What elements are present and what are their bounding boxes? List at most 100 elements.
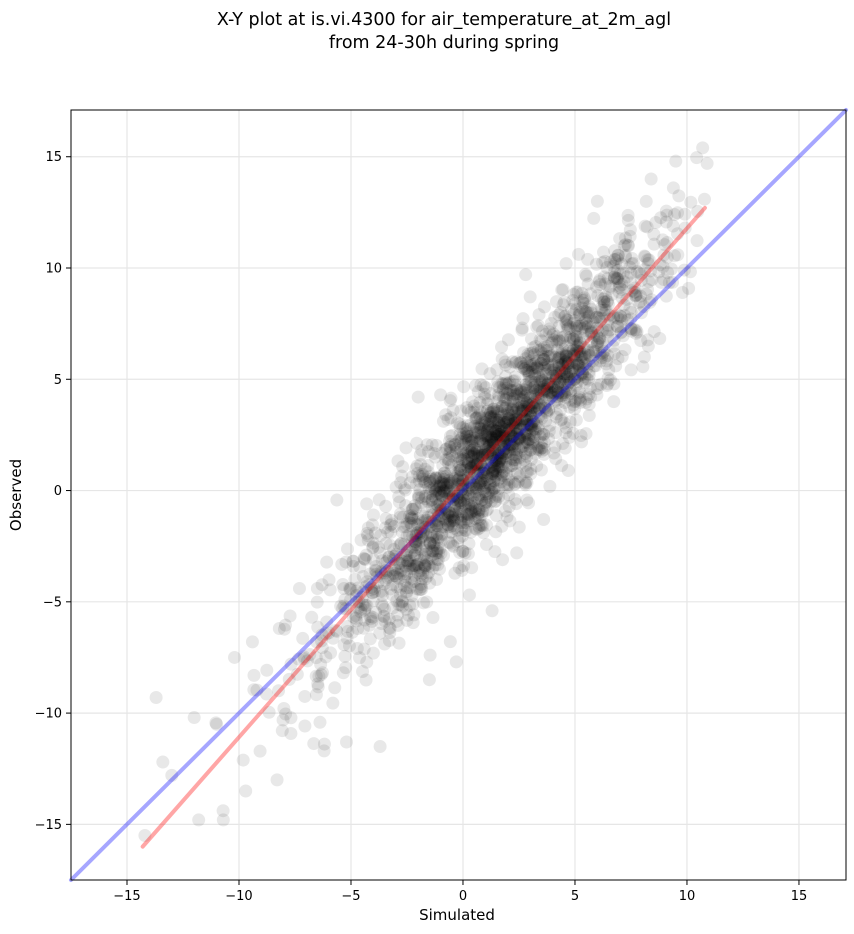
data-point bbox=[457, 559, 471, 573]
data-point bbox=[411, 566, 425, 580]
data-point bbox=[520, 408, 534, 422]
data-point bbox=[441, 490, 455, 504]
data-point bbox=[409, 535, 423, 549]
data-point bbox=[487, 481, 501, 495]
data-point bbox=[425, 526, 439, 540]
data-point bbox=[474, 458, 488, 472]
data-point bbox=[496, 382, 510, 396]
data-point bbox=[519, 268, 533, 282]
data-point bbox=[477, 460, 491, 474]
data-point bbox=[535, 372, 549, 386]
data-point bbox=[500, 422, 514, 436]
data-point bbox=[643, 295, 657, 309]
data-point bbox=[491, 375, 505, 389]
data-point bbox=[563, 320, 577, 334]
data-point bbox=[484, 405, 498, 419]
data-point bbox=[454, 432, 468, 446]
data-point bbox=[570, 339, 584, 353]
data-point bbox=[359, 580, 373, 594]
data-point bbox=[367, 582, 381, 596]
data-point bbox=[492, 482, 506, 496]
data-point bbox=[637, 300, 651, 314]
data-point bbox=[415, 490, 429, 504]
data-point bbox=[412, 488, 426, 502]
data-point bbox=[408, 547, 422, 561]
data-point bbox=[582, 357, 596, 371]
data-point bbox=[520, 402, 534, 416]
data-point bbox=[660, 208, 674, 222]
data-point bbox=[356, 665, 370, 679]
data-point bbox=[461, 445, 475, 459]
data-point bbox=[624, 306, 638, 320]
data-point bbox=[477, 499, 491, 513]
data-point bbox=[519, 364, 533, 378]
data-point bbox=[516, 403, 530, 417]
data-point bbox=[533, 333, 547, 347]
data-point bbox=[534, 398, 548, 412]
data-point bbox=[456, 487, 470, 501]
data-point bbox=[653, 258, 667, 272]
data-point bbox=[575, 366, 589, 380]
data-point bbox=[393, 588, 407, 602]
data-point bbox=[434, 477, 448, 491]
data-point bbox=[312, 669, 326, 683]
data-point bbox=[513, 355, 527, 369]
data-point bbox=[511, 412, 525, 426]
data-point bbox=[573, 336, 587, 350]
data-point bbox=[519, 378, 533, 392]
data-point bbox=[486, 405, 500, 419]
data-point bbox=[216, 804, 230, 818]
data-point bbox=[319, 627, 333, 641]
data-point bbox=[471, 507, 485, 521]
data-point bbox=[569, 285, 583, 299]
data-point bbox=[483, 411, 497, 425]
data-point bbox=[527, 380, 541, 394]
data-point bbox=[642, 275, 656, 289]
data-point bbox=[437, 478, 451, 492]
x-tick-label: −10 bbox=[225, 889, 252, 904]
data-point bbox=[475, 478, 489, 492]
data-point bbox=[378, 556, 392, 570]
data-point bbox=[443, 476, 457, 490]
data-point bbox=[653, 332, 667, 346]
data-point bbox=[461, 483, 475, 497]
data-point bbox=[406, 558, 420, 572]
data-point bbox=[478, 391, 492, 405]
data-point bbox=[309, 651, 323, 665]
data-point bbox=[530, 360, 544, 374]
data-point bbox=[621, 208, 635, 222]
data-point bbox=[414, 458, 428, 472]
data-point bbox=[552, 386, 566, 400]
data-point bbox=[574, 350, 588, 364]
data-point bbox=[383, 621, 397, 635]
data-point bbox=[429, 471, 443, 485]
data-point bbox=[518, 478, 532, 492]
data-point bbox=[512, 431, 526, 445]
data-point bbox=[455, 490, 469, 504]
data-point bbox=[506, 429, 520, 443]
data-point bbox=[382, 621, 396, 635]
data-point bbox=[311, 680, 325, 694]
data-point bbox=[488, 469, 502, 483]
data-point bbox=[580, 362, 594, 376]
data-point bbox=[612, 281, 626, 295]
data-point bbox=[496, 553, 510, 567]
data-point bbox=[453, 417, 467, 431]
data-point bbox=[471, 445, 485, 459]
data-point bbox=[575, 348, 589, 362]
data-point bbox=[487, 463, 501, 477]
data-point bbox=[553, 347, 567, 361]
data-point bbox=[540, 381, 554, 395]
data-point bbox=[407, 608, 421, 622]
data-point bbox=[545, 349, 559, 363]
data-point bbox=[512, 387, 526, 401]
data-point bbox=[408, 548, 422, 562]
data-point bbox=[641, 256, 655, 270]
data-point bbox=[595, 292, 609, 306]
data-point bbox=[397, 537, 411, 551]
data-point bbox=[512, 416, 526, 430]
data-point bbox=[471, 425, 485, 439]
data-point bbox=[513, 422, 527, 436]
data-point bbox=[530, 360, 544, 374]
data-point bbox=[485, 443, 499, 457]
